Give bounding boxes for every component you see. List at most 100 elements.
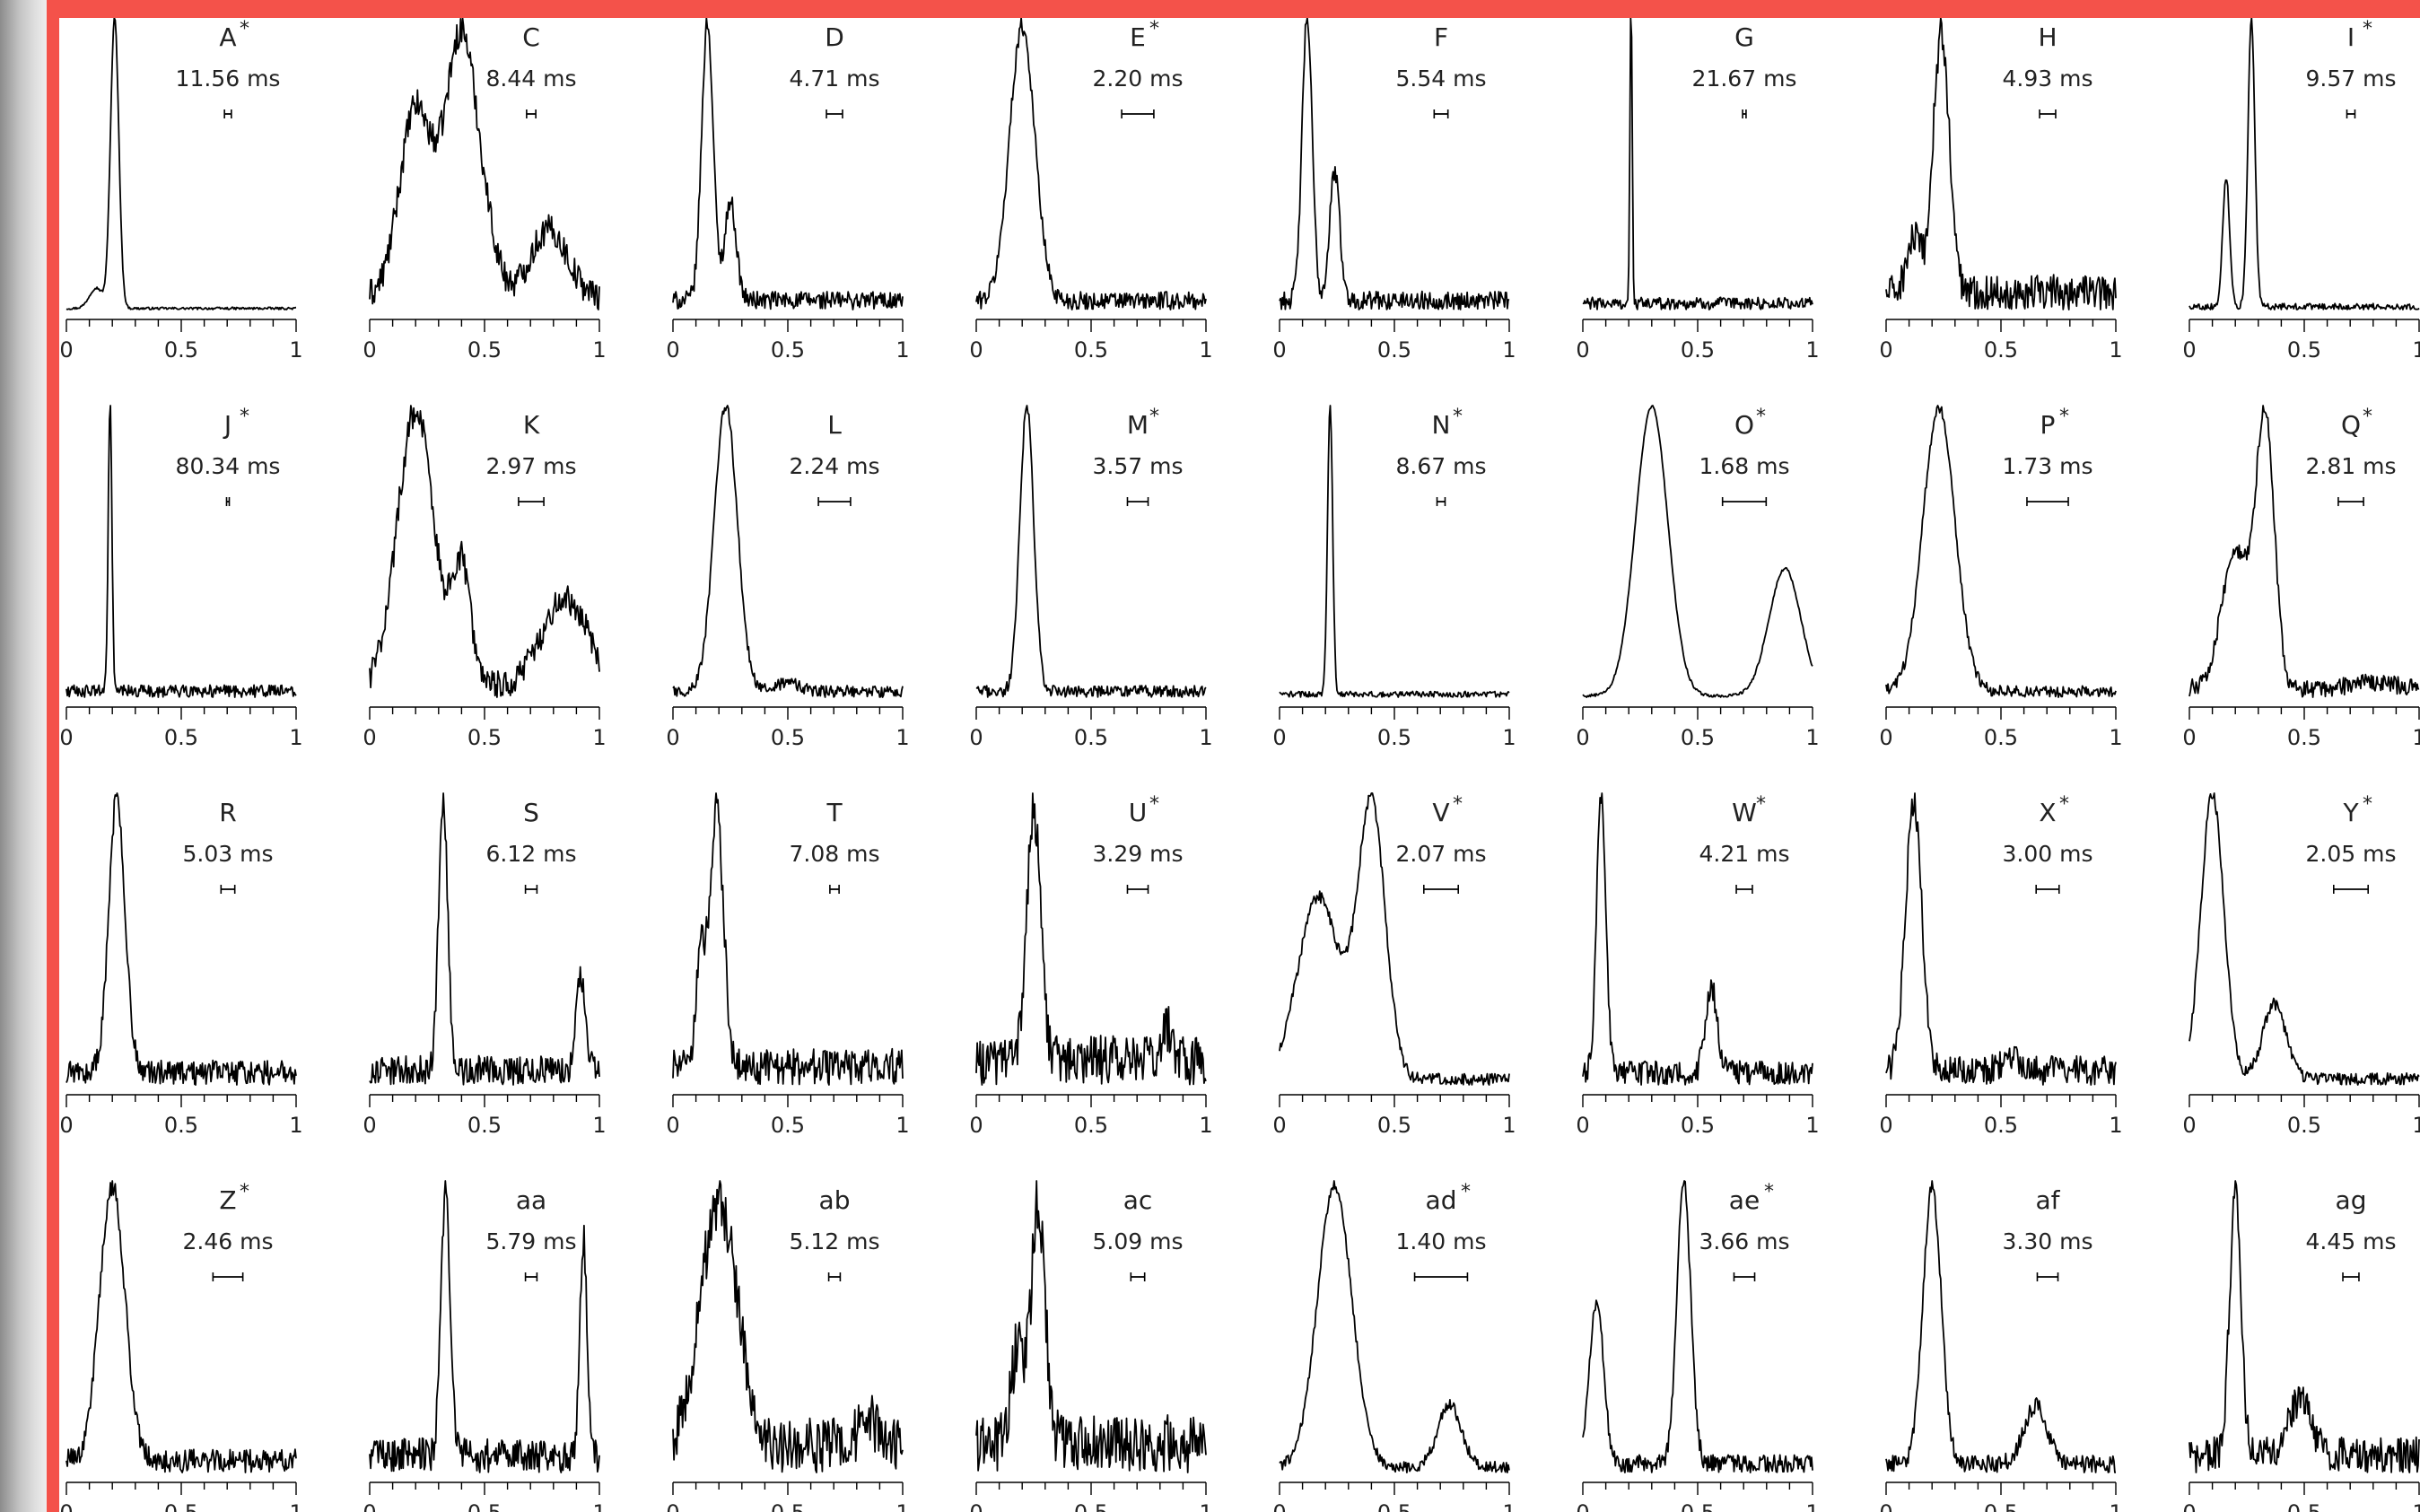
- x-tick-label: 1: [1805, 1113, 1819, 1138]
- x-tick-label: 0.5: [164, 337, 198, 363]
- panel-period-N: 8.67 ms: [1396, 453, 1487, 479]
- x-tick-label: 0: [1576, 1500, 1589, 1512]
- profile-trace-K: [369, 405, 600, 698]
- x-tick-label: 0: [1576, 725, 1589, 750]
- x-tick-label: 0.5: [771, 1113, 805, 1138]
- panel-period-ad: 1.40 ms: [1396, 1228, 1487, 1254]
- window-edge: [0, 0, 47, 1512]
- profile-panel-U: 0 0.5 1 U * 3.29 ms: [969, 792, 1213, 1138]
- panel-label-R: R: [219, 798, 236, 827]
- profile-panel-aa: 0 0.5 1 aa 5.79 ms: [363, 1180, 607, 1512]
- panel-label-ag: ag: [2336, 1185, 2367, 1215]
- profile-panel-ac: 0 0.5 1 ac 5.09 ms: [969, 1180, 1213, 1512]
- x-tick-label: 1: [592, 1113, 606, 1138]
- panel-period-D: 4.71 ms: [790, 66, 880, 92]
- profile-panel-Y: 0 0.5 1 Y * 2.05 ms: [2182, 792, 2420, 1138]
- frame-left-border: [47, 0, 59, 1512]
- x-tick-label: 0.5: [164, 725, 198, 750]
- x-tick-label: 0: [363, 1113, 376, 1138]
- profile-trace-P: [1885, 405, 2117, 698]
- x-tick-label: 0.5: [1074, 1113, 1108, 1138]
- panel-period-V: 2.07 ms: [1396, 841, 1487, 867]
- panel-label-V: V: [1432, 798, 1449, 827]
- profile-trace-ae: [1582, 1180, 1813, 1473]
- panel-label-P: P: [2040, 410, 2056, 440]
- profile-trace-F: [1279, 18, 1510, 310]
- x-tick-label: 0.5: [1681, 1500, 1715, 1512]
- x-tick-label: 0: [969, 337, 983, 363]
- panel-label-star: *: [1149, 406, 1159, 428]
- x-tick-label: 1: [592, 725, 606, 750]
- x-tick-label: 0.5: [467, 337, 502, 363]
- x-tick-label: 0.5: [2287, 1500, 2321, 1512]
- profile-trace-Y: [2188, 792, 2420, 1086]
- panel-label-star: *: [240, 406, 249, 428]
- x-tick-label: 0: [1576, 337, 1589, 363]
- x-tick-label: 1: [1199, 1113, 1212, 1138]
- x-tick-label: 1: [1199, 725, 1212, 750]
- panel-period-P: 1.73 ms: [2003, 453, 2093, 479]
- x-tick-label: 0: [1879, 725, 1892, 750]
- panel-period-T: 7.08 ms: [790, 841, 880, 867]
- profile-trace-R: [66, 792, 297, 1086]
- profile-trace-ag: [2188, 1180, 2420, 1473]
- profile-trace-T: [672, 792, 904, 1086]
- x-tick-label: 0.5: [164, 1113, 198, 1138]
- x-tick-label: 1: [2109, 725, 2122, 750]
- profile-panel-O: 0 0.5 1 O * 1.68 ms: [1576, 405, 1820, 750]
- profile-trace-G: [1582, 18, 1813, 310]
- profile-panel-H: 0 0.5 1 H 4.93 ms: [1879, 18, 2123, 363]
- profile-panel-T: 0 0.5 1 T 7.08 ms: [666, 792, 910, 1138]
- panel-label-A: A: [219, 22, 236, 52]
- panel-label-I: I: [2347, 22, 2354, 52]
- x-tick-label: 0.5: [1377, 1113, 1411, 1138]
- x-tick-label: 0: [2182, 725, 2196, 750]
- profile-trace-af: [1885, 1180, 2116, 1473]
- profile-panel-ag: 0 0.5 1 ag 4.45 ms: [2182, 1180, 2420, 1512]
- x-tick-label: 0: [666, 725, 679, 750]
- panel-label-D: D: [825, 22, 844, 52]
- profile-trace-aa: [369, 1180, 600, 1473]
- panel-period-E: 2.20 ms: [1093, 66, 1184, 92]
- profile-panel-J: 0 0.5 1 J * 80.34 ms: [59, 405, 303, 750]
- x-tick-label: 0: [969, 1113, 983, 1138]
- x-tick-label: 0: [363, 337, 376, 363]
- profile-panel-Q: 0 0.5 1 Q * 2.81 ms: [2182, 405, 2420, 750]
- panel-period-H: 4.93 ms: [2003, 66, 2093, 92]
- panel-period-L: 2.24 ms: [790, 453, 880, 479]
- panel-period-U: 3.29 ms: [1093, 841, 1184, 867]
- panel-period-af: 3.30 ms: [2003, 1228, 2093, 1254]
- panel-label-F: F: [1434, 22, 1448, 52]
- panel-label-Q: Q: [2341, 410, 2361, 440]
- x-tick-label: 0.5: [1074, 337, 1108, 363]
- x-tick-label: 0: [1272, 1500, 1286, 1512]
- panel-period-ab: 5.12 ms: [790, 1228, 880, 1254]
- panel-label-star: *: [1453, 406, 1463, 428]
- x-tick-label: 0.5: [1984, 725, 2018, 750]
- x-tick-label: 1: [1805, 725, 1819, 750]
- profile-panel-ad: 0 0.5 1 ad* 1.40 ms: [1272, 1180, 1516, 1512]
- x-tick-label: 0: [59, 725, 73, 750]
- panel-label-star: *: [1756, 406, 1766, 428]
- x-tick-label: 1: [1502, 337, 1516, 363]
- panel-label-E: E: [1130, 22, 1146, 52]
- panel-label-H: H: [2038, 22, 2057, 52]
- panel-label-N: N: [1432, 410, 1451, 440]
- x-tick-label: 1: [895, 725, 909, 750]
- profile-panel-V: 0 0.5 1 V * 2.07 ms: [1272, 792, 1516, 1138]
- x-tick-label: 0.5: [467, 1500, 502, 1512]
- x-tick-label: 0: [363, 1500, 376, 1512]
- profile-trace-V: [1279, 792, 1510, 1086]
- profile-trace-I: [2188, 18, 2420, 310]
- panel-label-star: *: [1149, 793, 1159, 816]
- panel-label-star: *: [2059, 406, 2069, 428]
- x-tick-label: 1: [895, 337, 909, 363]
- panel-label-ac: ac: [1123, 1185, 1153, 1215]
- x-tick-label: 0: [363, 725, 376, 750]
- panel-period-A: 11.56 ms: [176, 66, 281, 92]
- x-tick-label: 0.5: [771, 337, 805, 363]
- panel-period-M: 3.57 ms: [1093, 453, 1184, 479]
- profile-panel-F: 0 0.5 1 F 5.54 ms: [1272, 18, 1516, 363]
- x-tick-label: 0.5: [1681, 337, 1715, 363]
- panel-period-I: 9.57 ms: [2306, 66, 2397, 92]
